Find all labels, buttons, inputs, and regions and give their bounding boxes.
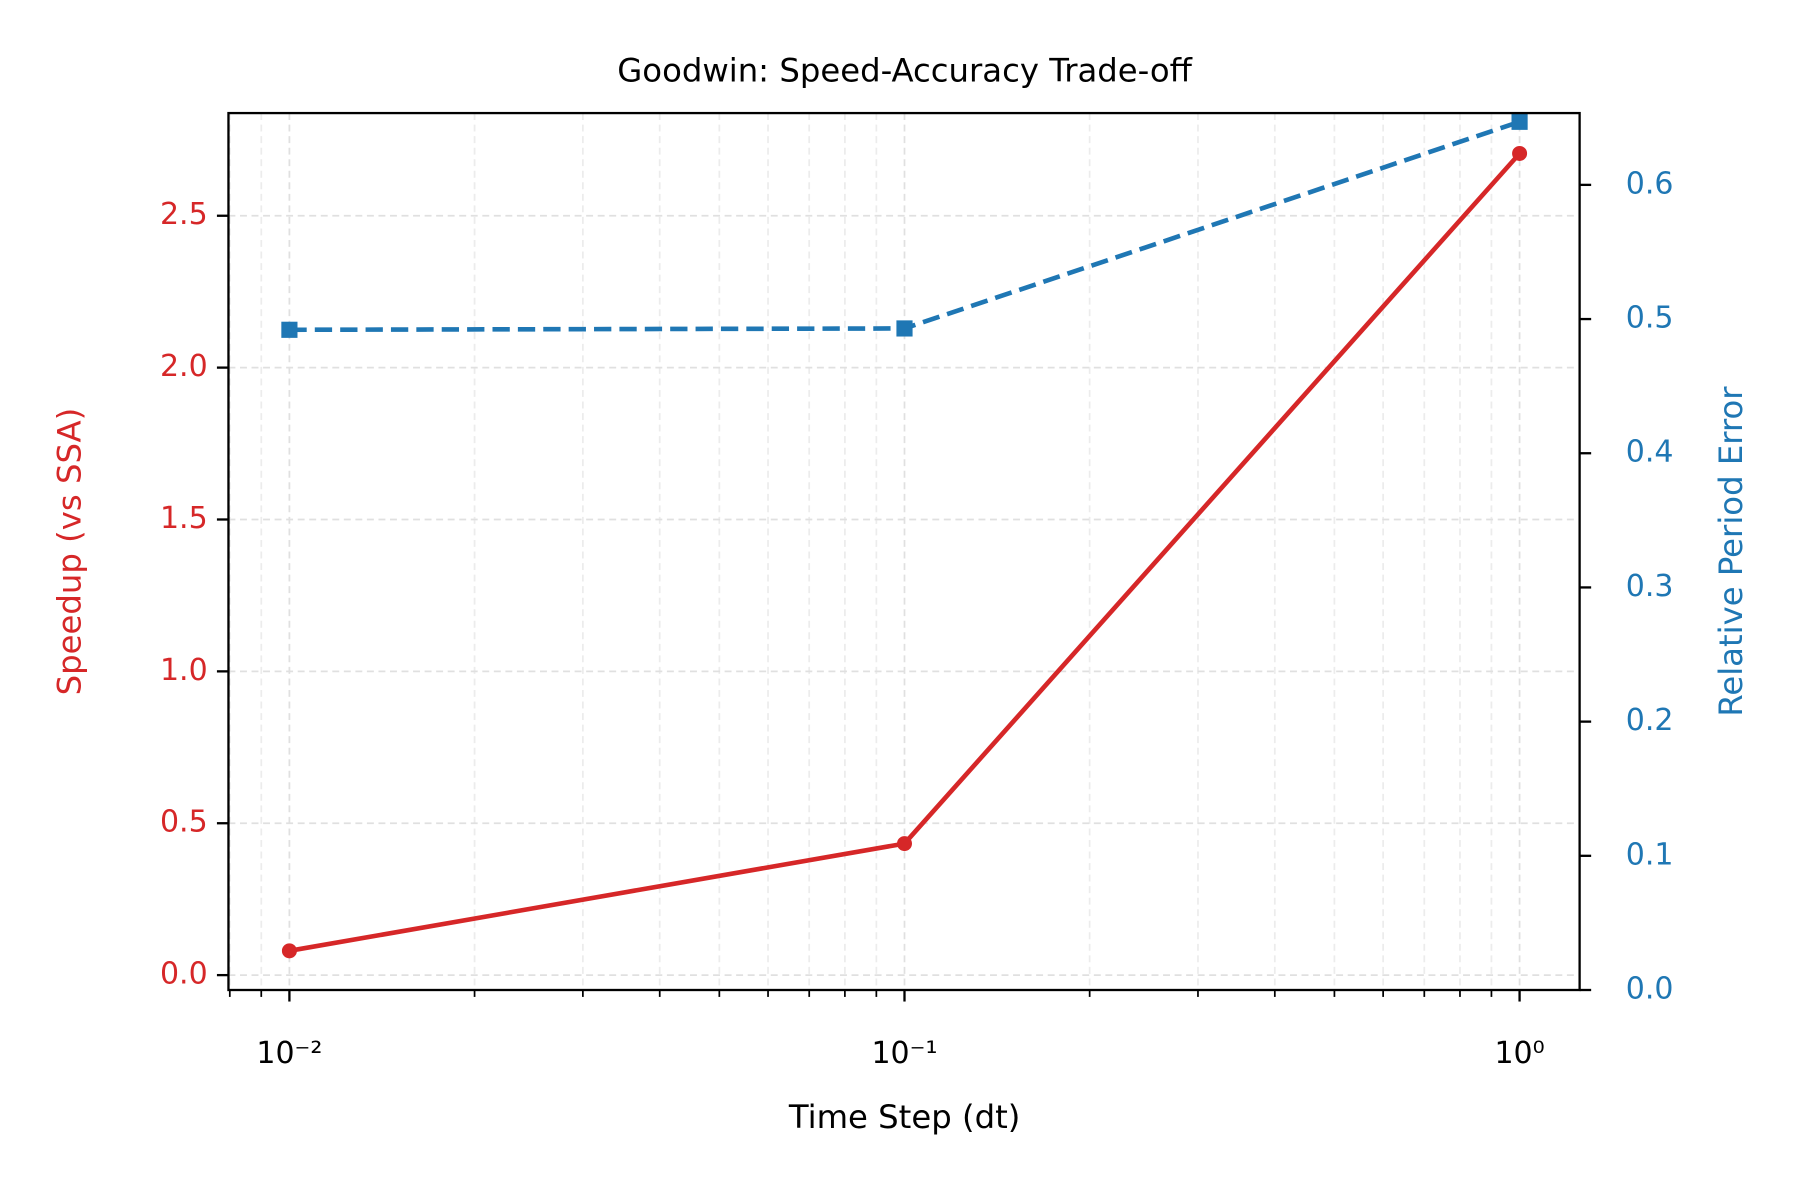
y-tick-label: 1.0 [160, 653, 208, 688]
marker [281, 321, 298, 338]
y-tick-label: 0.0 [160, 957, 208, 992]
marker [1511, 113, 1528, 130]
x-tick-label: 10⁻² [256, 1036, 322, 1071]
marker [896, 320, 913, 337]
x-tick-label: 10⁰ [1494, 1036, 1544, 1071]
marker [1512, 145, 1528, 161]
y2-tick-label: 0.4 [1626, 435, 1674, 470]
y2-tick-label: 0.6 [1626, 166, 1674, 201]
y-axis-label: Speedup (vs SSA) [51, 408, 89, 696]
y-tick-label: 2.5 [160, 197, 208, 232]
x-tick-label: 10⁻¹ [871, 1036, 937, 1071]
y2-tick-label: 0.1 [1626, 837, 1674, 872]
y2-tick-label: 0.3 [1626, 569, 1674, 604]
plot-frame [227, 111, 1581, 992]
marker [896, 836, 912, 852]
x-axis-label: Time Step (dt) [788, 1098, 1020, 1136]
y-tick-label: 0.5 [160, 805, 208, 840]
y2-tick-label: 0.0 [1626, 972, 1674, 1007]
y-tick-label: 1.5 [160, 501, 208, 536]
y-tick-label: 2.0 [160, 349, 208, 384]
y2-axis-label: Relative Period Error [1712, 386, 1750, 717]
y2-tick-label: 0.2 [1626, 703, 1674, 738]
y2-tick-label: 0.5 [1626, 301, 1674, 336]
chart-title: Goodwin: Speed-Accuracy Trade-off [617, 52, 1192, 90]
marker [281, 943, 297, 959]
